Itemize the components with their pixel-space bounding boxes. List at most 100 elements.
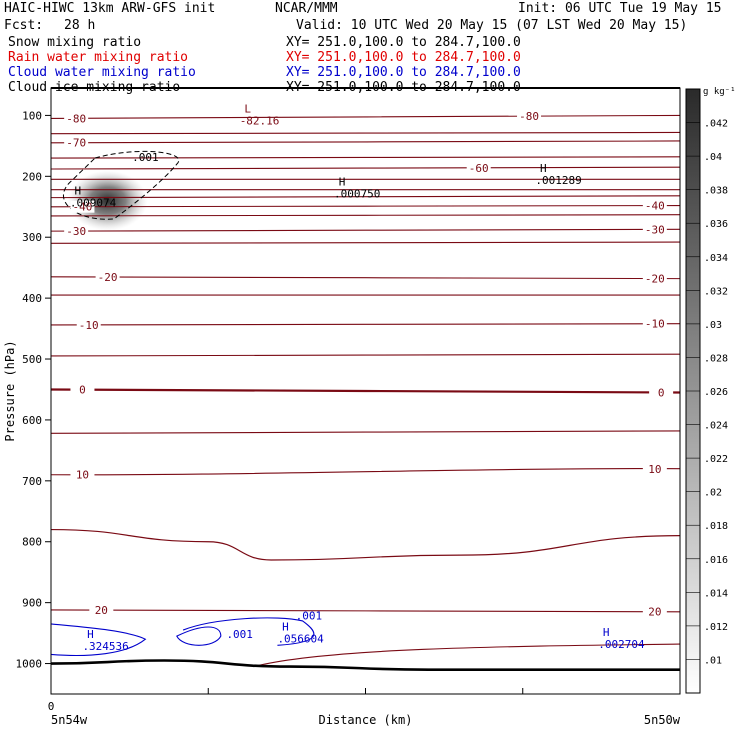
extremum-value: .009074 [70, 197, 117, 210]
y-tick-label: 900 [22, 597, 42, 610]
contour-label: 20 [648, 606, 661, 619]
extremum-value: .056604 [277, 633, 324, 646]
y-tick-label: 500 [22, 353, 42, 366]
contour-label-bg [466, 161, 491, 174]
x-start-label: 5n54w [51, 713, 88, 727]
contour-label-bg [642, 605, 667, 618]
contour-label-bg [70, 200, 95, 213]
colorbar-tick-label: .04 [704, 152, 722, 163]
temperature-contour [50, 468, 681, 476]
y-tick-label: 1000 [16, 658, 43, 671]
extremum-marker: H [282, 621, 289, 634]
y-tick-label: 200 [22, 170, 42, 183]
contour-label-bg [70, 383, 95, 396]
colorbar-tick-label: .016 [704, 555, 728, 566]
contour-label: 10 [648, 463, 661, 476]
center-name: NCAR/MMM [275, 1, 338, 16]
y-tick-label: 600 [22, 414, 42, 427]
extremum-value: .002704 [598, 638, 645, 651]
colorbar-tick-label: .03 [704, 320, 722, 331]
temperature-contour [50, 388, 681, 394]
contour-label: -30 [66, 225, 86, 238]
contour-value-label: .001 [296, 610, 323, 623]
contour-label: 0 [658, 386, 665, 399]
contour-label: -20 [645, 273, 665, 286]
colorbar-tick-label: .01 [704, 655, 722, 666]
y-tick-label: 300 [22, 231, 42, 244]
temperature-contour [50, 322, 681, 326]
contour-label: -10 [645, 318, 665, 331]
field-xy-cloud-water: XY= 251.0,100.0 to 284.7,100.0 [286, 65, 521, 80]
contour-label: -20 [98, 271, 118, 284]
init-time: Init: 06 UTC Tue 19 May 15 [518, 1, 722, 16]
chart-labels: -80 -80 -70 -60 -40 -40 -30 -30 -20 -20 -10 -10 0 0 10… [3, 102, 681, 727]
temperature-contour [50, 228, 681, 232]
field-name-rain: Rain water mixing ratio [8, 50, 189, 65]
temperature-contour [50, 131, 681, 135]
contour-label: -70 [66, 137, 86, 150]
y-tick-label: 100 [22, 109, 42, 122]
plot-area [50, 87, 681, 695]
valid-time: Valid: 10 UTC Wed 20 May 15 (07 LST Wed … [296, 18, 688, 33]
forecast-label: Fcst: [4, 18, 44, 33]
colorbar-tick-label: .02 [704, 488, 722, 499]
temperature-contour [50, 276, 681, 280]
contour-label-bg [642, 272, 667, 285]
extremum-value: -82.16 [240, 114, 280, 127]
contour-label-bg [642, 223, 667, 236]
colorbar-tick-label: .042 [704, 119, 728, 130]
field-name-snow: Snow mixing ratio [8, 35, 142, 50]
temperature-contour [50, 353, 681, 357]
contour-label-bg [64, 136, 89, 149]
cloud-water-contour [182, 617, 315, 646]
temperature-contour [50, 178, 681, 181]
y-axis-label: Pressure (hPa) [3, 340, 17, 441]
colorbar-tick-label: .034 [704, 253, 728, 264]
extremum-value: .324536 [82, 640, 128, 653]
colorbar-tick-label: .032 [704, 286, 728, 297]
extremum-marker: H [540, 162, 547, 175]
extremum-value: .001289 [535, 174, 581, 187]
snow-contour [63, 150, 180, 220]
contour-value-label: .001 [132, 151, 159, 164]
field-name-cloud-water: Cloud water mixing ratio [8, 65, 196, 80]
colorbar-tick-label: .014 [704, 588, 728, 599]
cloud-water-contour [50, 623, 147, 657]
contour-label-bg [642, 462, 667, 475]
contour-label: -80 [66, 112, 86, 125]
contour-label: 10 [76, 468, 89, 481]
contour-value-label: .001 [226, 628, 253, 641]
contour-label: -30 [645, 223, 665, 236]
contour-label: -40 [645, 200, 665, 213]
extremum-marker: H [87, 628, 94, 641]
contour-label: -80 [519, 110, 539, 123]
extremum-marker: H [603, 626, 610, 639]
contour-label-bg [64, 112, 89, 125]
contour-label-bg [64, 225, 89, 238]
colorbar-tick-label: .026 [704, 387, 728, 398]
colorbar-tick-label: .036 [704, 219, 728, 230]
contour-label: 0 [79, 384, 86, 397]
colorbar: .01 .012 .014 .016 .018 .02 .022 .024 .026 .028 .0… [685, 87, 736, 694]
temperature-contour [50, 114, 681, 120]
contour-label: -40 [73, 201, 93, 214]
contour-label-bg [649, 386, 674, 399]
extremum-value: .000750 [334, 187, 380, 200]
colorbar-tick-label: .012 [704, 622, 728, 633]
field-xy-snow: XY= 251.0,100.0 to 284.7,100.0 [286, 35, 521, 50]
x-axis-label: Distance (km) [319, 713, 413, 727]
temperature-contour [50, 188, 681, 191]
temperature-contour-15 [50, 528, 681, 561]
model-title: HAIC-HIWC 13km ARW-GFS init [4, 1, 216, 16]
field-xy-rain: XY= 251.0,100.0 to 284.7,100.0 [286, 50, 521, 65]
contour-label-bg [95, 270, 120, 283]
contour-label-bg [642, 317, 667, 330]
temperature-contour-25 [258, 643, 681, 666]
temperature-contour [50, 294, 681, 296]
contour-label-bg [89, 604, 114, 617]
extremum-marker: H [75, 185, 82, 198]
colorbar-unit: g kg⁻¹ [703, 87, 736, 97]
forecast-hours: 28 h [64, 18, 96, 33]
colorbar-tick-label: .018 [704, 521, 728, 532]
